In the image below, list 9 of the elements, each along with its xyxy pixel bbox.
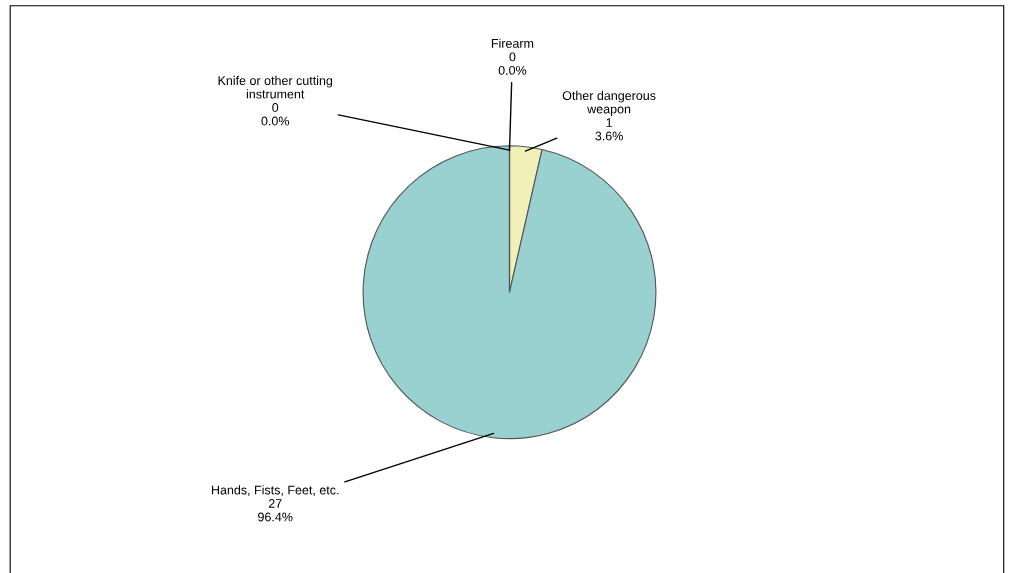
text: 0 0.0% bbox=[261, 103, 290, 126]
pie-slice bbox=[362, 145, 657, 440]
slice-label: Other dangerous weapon bbox=[562, 90, 656, 116]
data-label: 1 3.6% bbox=[595, 118, 623, 141]
category-label: Knife or other cutting instrument bbox=[218, 75, 333, 99]
slice-label: Hands, Fists, Feet, etc. bbox=[211, 485, 339, 496]
category-label: Firearm bbox=[491, 38, 534, 48]
text: 0 0.0% bbox=[498, 52, 527, 75]
data-label: 27 96.4% bbox=[258, 499, 293, 522]
